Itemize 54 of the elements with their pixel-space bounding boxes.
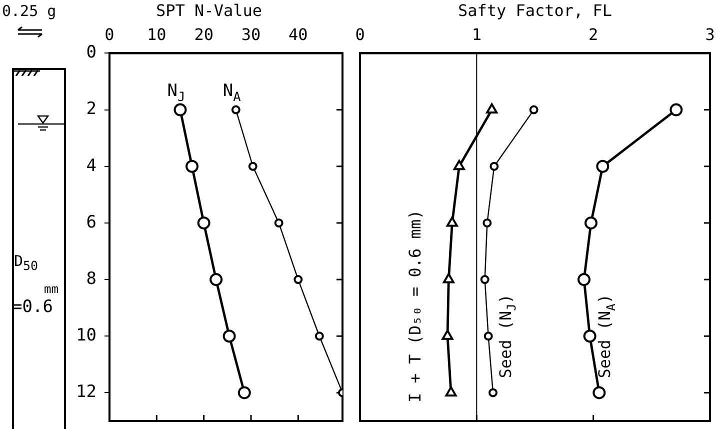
point	[238, 386, 251, 400]
point	[274, 218, 284, 228]
point	[446, 216, 458, 227]
y-tick-label: 4	[86, 156, 96, 176]
y-tick-label: 10	[76, 326, 96, 346]
point	[480, 275, 490, 284]
point	[484, 332, 493, 341]
point	[453, 160, 465, 170]
text: 0.25 g	[2, 2, 56, 20]
x-tick-label: 2	[588, 24, 598, 44]
text: D$_{50}$	[14, 252, 38, 273]
point	[314, 332, 324, 341]
point	[210, 273, 223, 286]
point	[529, 105, 538, 114]
point	[197, 216, 210, 230]
chart-title: Safty Factor, FL	[458, 0, 612, 20]
point	[592, 386, 606, 400]
chart-title: SPT N-Value	[156, 0, 262, 20]
point	[584, 216, 598, 230]
point	[596, 160, 610, 173]
point	[231, 105, 240, 114]
x-tick-label: 1	[472, 24, 482, 44]
x-tick-label: 10	[147, 24, 166, 44]
point	[186, 160, 199, 173]
point	[248, 162, 258, 171]
text: I + T (D₅₀ = 0.6 mm)	[406, 210, 425, 402]
text: Seed (NA)	[595, 294, 618, 378]
point	[482, 218, 492, 228]
point	[222, 330, 236, 343]
point	[174, 103, 187, 116]
y-tick-label: 2	[86, 99, 96, 120]
y-tick-label: 0	[86, 42, 96, 63]
text: =0.6	[12, 297, 53, 317]
y-tick-label: 8	[86, 268, 96, 289]
point	[442, 273, 454, 284]
text: Seed (NJ)	[496, 294, 519, 378]
point	[442, 330, 454, 340]
point	[445, 386, 457, 396]
point	[294, 275, 303, 284]
point	[670, 103, 683, 116]
text: mm	[44, 282, 58, 296]
point	[578, 273, 590, 286]
x-tick-label: 0	[355, 24, 365, 44]
point	[583, 330, 596, 343]
x-tick-label: 3	[705, 24, 715, 44]
point	[490, 162, 499, 171]
point	[486, 103, 498, 114]
x-tick-label: 30	[241, 24, 261, 44]
x-tick-label: 20	[194, 24, 214, 44]
x-tick-label: 40	[288, 24, 308, 44]
y-tick-label: 12	[76, 382, 96, 402]
y-tick-label: 6	[86, 212, 96, 232]
point	[488, 388, 498, 398]
x-tick-label: 0	[104, 24, 114, 44]
